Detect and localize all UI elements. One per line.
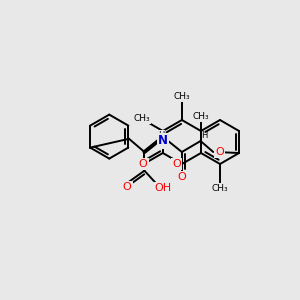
Text: O: O <box>172 159 181 169</box>
Text: CH₃: CH₃ <box>212 184 228 193</box>
Text: H: H <box>158 130 164 140</box>
Text: N: N <box>158 134 168 148</box>
Text: CH₃: CH₃ <box>192 112 209 121</box>
Text: O: O <box>123 182 131 192</box>
Text: CH₃: CH₃ <box>174 92 190 101</box>
Text: O: O <box>215 147 224 157</box>
Text: H: H <box>201 130 208 140</box>
Text: O: O <box>139 159 148 169</box>
Text: O: O <box>178 172 186 182</box>
Text: CH₃: CH₃ <box>133 114 150 123</box>
Text: OH: OH <box>154 183 171 193</box>
